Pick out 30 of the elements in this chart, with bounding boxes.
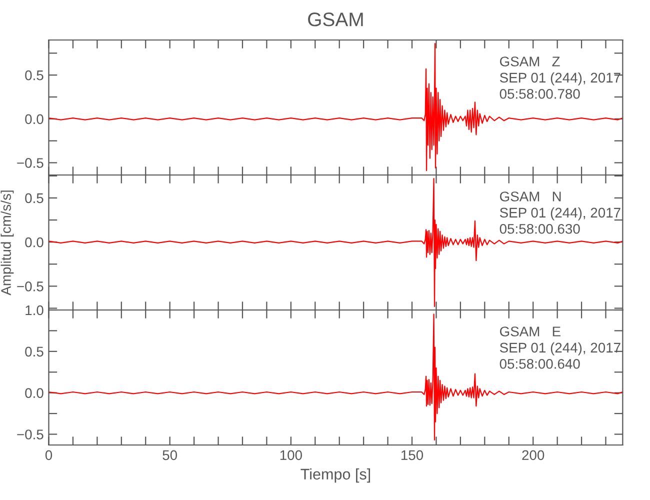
annotation: SEP 01 (244), 2017	[500, 342, 620, 356]
annotation: SEP 01 (244), 2017	[500, 72, 620, 86]
y-tick-label: −0.5	[17, 430, 44, 440]
y-tick-label: 0.0	[25, 237, 44, 248]
y-tick-label: 1.0	[26, 305, 44, 316]
y-tick-label: 0.5	[25, 70, 44, 80]
x-tick-label: 150	[401, 450, 424, 460]
annotation: 05:58:00.630	[500, 224, 580, 234]
line-series	[48, 178, 623, 308]
annotation: SEP 01 (244), 2017	[500, 207, 620, 220]
annotation: 05:58:00.640	[500, 358, 580, 369]
y-tick-label: −0.5	[17, 158, 44, 168]
y-tick-label: −0.5	[17, 282, 44, 292]
annotation: GSAM Z	[500, 56, 560, 66]
x-tick-label: 0	[45, 450, 52, 460]
line-series	[48, 314, 623, 441]
annotation: GSAM E	[500, 326, 560, 336]
x-tick-label: 50	[162, 450, 178, 460]
chart-title: GSAM	[308, 12, 363, 26]
annotation: 05:58:00.780	[500, 88, 580, 99]
y-tick-label: 0.0	[25, 114, 44, 124]
y-tick-label: 0.5	[25, 346, 44, 357]
annotation: GSAM N	[500, 192, 561, 202]
y-tick-label: 0.0	[25, 388, 44, 398]
x-tick-label: 100	[280, 450, 302, 460]
x-tick-label: 200	[522, 450, 544, 460]
y-axis-title: Amplitud [cm/s/s]	[0, 190, 14, 296]
y-tick-label: 0.5	[25, 193, 44, 204]
line-series	[48, 42, 623, 172]
x-axis-title: Tiempo [s]	[300, 468, 370, 483]
